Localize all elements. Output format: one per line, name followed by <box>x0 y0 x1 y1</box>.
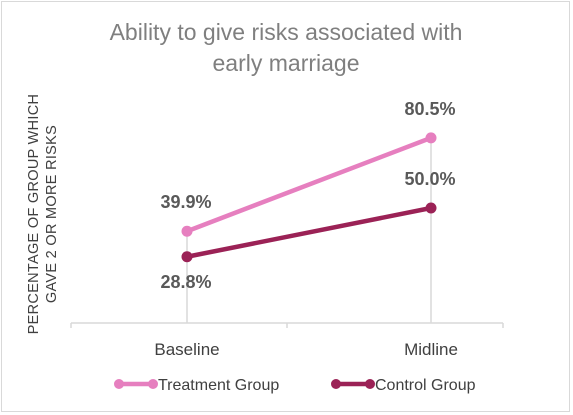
legend-label: Control Group <box>375 377 476 394</box>
data-labels: 39.9% 80.5% 28.8% 50.0% <box>160 99 455 292</box>
data-label: 28.8% <box>160 272 211 292</box>
legend-swatch-marker <box>114 379 124 389</box>
data-label: 39.9% <box>160 192 211 212</box>
data-label: 80.5% <box>404 99 455 119</box>
legend-label: Treatment Group <box>158 377 279 394</box>
data-label: 50.0% <box>404 169 455 189</box>
y-axis-label-line-2: GAVE 2 OR MORE RISKS <box>44 125 60 303</box>
chart-title-line-1: Ability to give risks associated with <box>110 19 463 45</box>
legend-swatch-marker <box>365 379 375 389</box>
series-points <box>181 132 437 263</box>
data-point <box>181 225 193 237</box>
data-point <box>181 251 193 263</box>
x-tick-label: Baseline <box>154 340 219 359</box>
y-axis-label: PERCENTAGE OF GROUP WHICH GAVE 2 OR MORE… <box>26 94 60 335</box>
x-tick-label: Midline <box>404 340 458 359</box>
legend-swatch-marker <box>148 379 158 389</box>
data-point <box>425 132 437 144</box>
data-point <box>425 202 437 214</box>
series-line <box>184 135 434 234</box>
x-tick-labels: Baseline Midline <box>154 340 458 359</box>
series-line <box>184 205 434 260</box>
legend: Treatment Group Control Group <box>114 377 476 394</box>
drop-lines <box>186 137 432 323</box>
chart-title-line-2: early marriage <box>213 50 360 76</box>
y-axis-label-line-1: PERCENTAGE OF GROUP WHICH <box>26 94 42 335</box>
series-lines <box>184 135 434 260</box>
legend-swatch-marker <box>331 379 341 389</box>
